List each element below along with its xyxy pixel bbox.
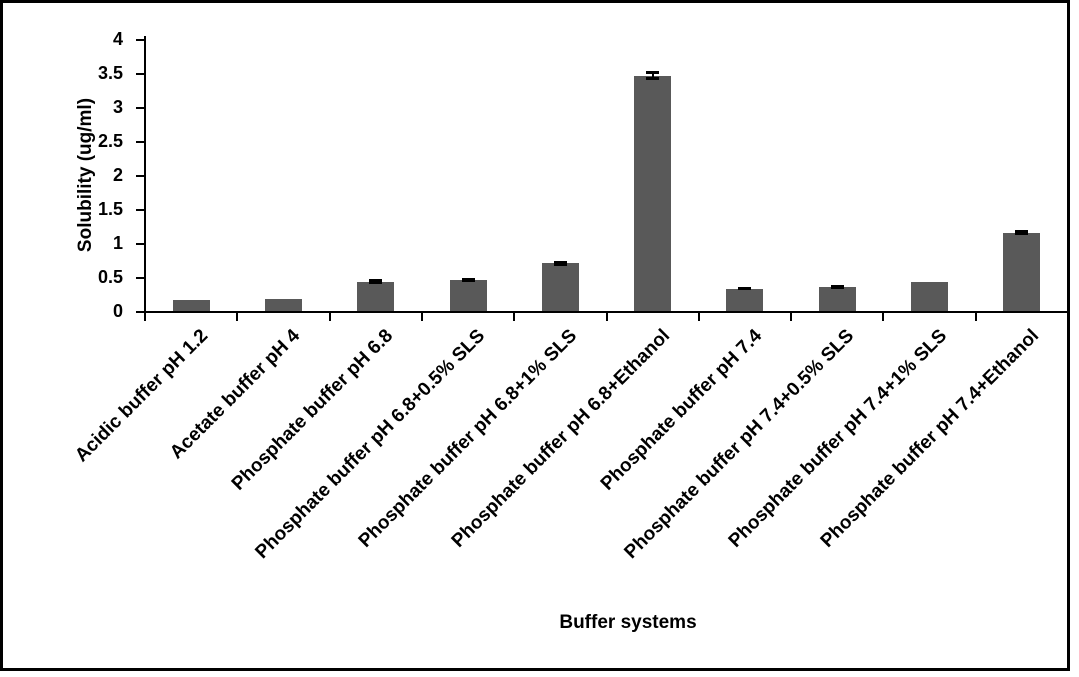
y-tick-mark — [136, 73, 144, 75]
error-bar-cap — [553, 262, 567, 266]
y-tick-label: 3 — [112, 97, 123, 117]
y-tick-label: 2 — [112, 165, 123, 185]
x-tick-mark — [697, 313, 700, 321]
y-tick-mark — [136, 175, 144, 177]
error-bar-cap — [461, 278, 475, 282]
x-axis-line — [144, 311, 1069, 313]
x-tick-mark — [328, 313, 331, 321]
y-tick-label: 4 — [112, 29, 123, 49]
error-bar-cap — [738, 287, 752, 291]
y-tick-label: 0 — [112, 301, 123, 321]
error-bar-cap — [369, 279, 383, 283]
bar — [726, 288, 764, 311]
x-tick-mark — [790, 313, 793, 321]
bar — [1003, 232, 1041, 311]
bar — [172, 300, 210, 311]
y-tick-mark — [136, 311, 144, 313]
x-tick-mark — [420, 313, 423, 321]
error-bar-cap — [1015, 232, 1029, 236]
x-axis-title: Buffer systems — [559, 612, 697, 633]
bar — [357, 281, 395, 311]
bar — [541, 263, 579, 311]
error-bar-cap — [646, 77, 660, 81]
error-bar-stem — [651, 72, 654, 80]
x-tick-mark — [513, 313, 516, 321]
y-axis-line — [144, 36, 146, 313]
y-tick-mark — [136, 107, 144, 109]
error-bar-cap — [553, 261, 567, 265]
error-bar-cap — [646, 71, 660, 75]
x-tick-mark — [236, 313, 239, 321]
error-bar-cap — [1015, 230, 1029, 234]
y-tick-mark — [136, 141, 144, 143]
x-tick-mark — [1067, 313, 1069, 321]
bar — [264, 298, 302, 311]
y-tick-label: 0.5 — [97, 267, 123, 287]
x-tick-mark — [882, 313, 885, 321]
y-tick-mark — [136, 277, 144, 279]
x-tick-mark — [605, 313, 608, 321]
y-tick-label: 3.5 — [97, 63, 123, 83]
y-tick-mark — [136, 243, 144, 245]
y-tick-label: 2.5 — [97, 131, 123, 151]
y-tick-label: 1.5 — [97, 199, 123, 219]
y-tick-mark — [136, 39, 144, 41]
x-tick-mark — [144, 313, 146, 321]
bar — [818, 286, 856, 311]
bar — [911, 281, 949, 311]
bar — [449, 279, 487, 311]
x-tick-mark — [974, 313, 977, 321]
bar — [634, 75, 672, 311]
error-bar-cap — [369, 281, 383, 285]
y-tick-mark — [136, 209, 144, 211]
error-bar-cap — [830, 285, 844, 289]
y-tick-label: 1 — [112, 233, 123, 253]
